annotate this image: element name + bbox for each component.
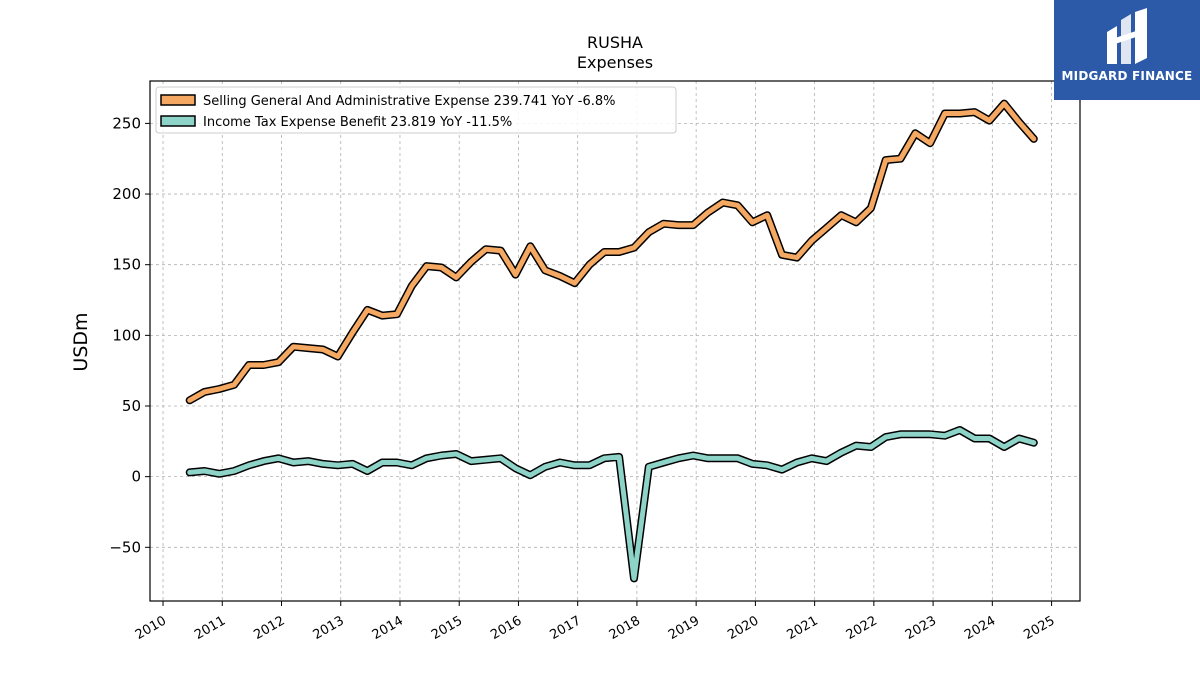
chart-title: RUSHA bbox=[587, 33, 643, 52]
grid-lines bbox=[150, 81, 1080, 601]
y-axis-label: USDm bbox=[70, 312, 92, 371]
chart-subtitle: Expenses bbox=[577, 53, 653, 72]
series-line-income-tax bbox=[187, 427, 1037, 581]
legend: Selling General And Administrative Expen… bbox=[155, 86, 677, 134]
legend-label-sga: Selling General And Administrative Expen… bbox=[203, 94, 616, 109]
y-tick-label: 50 bbox=[122, 397, 141, 415]
legend-swatch-sga bbox=[160, 94, 196, 106]
brand-logo: MIDGARD FINANCE bbox=[1054, 0, 1200, 100]
legend-label-income-tax: Income Tax Expense Benefit 23.819 YoY -1… bbox=[203, 115, 512, 130]
brand-name: MIDGARD FINANCE bbox=[1061, 69, 1193, 83]
y-tick-label: 100 bbox=[112, 326, 141, 344]
y-tick-label: 150 bbox=[112, 256, 141, 274]
legend-swatch-income-tax bbox=[160, 115, 196, 127]
midgard-finance-logo-icon bbox=[1107, 8, 1147, 64]
plot-area-frame bbox=[149, 80, 1081, 602]
y-tick-label: 250 bbox=[112, 114, 141, 132]
y-tick-label: 0 bbox=[131, 468, 141, 486]
series-line-sga bbox=[187, 101, 1037, 403]
series-layer bbox=[185, 99, 1038, 583]
y-axis: −50 0 50 100 150 200 250 bbox=[109, 114, 150, 556]
legend-box bbox=[155, 86, 677, 134]
y-tick-label: −50 bbox=[109, 538, 141, 556]
y-tick-label: 200 bbox=[112, 185, 141, 203]
